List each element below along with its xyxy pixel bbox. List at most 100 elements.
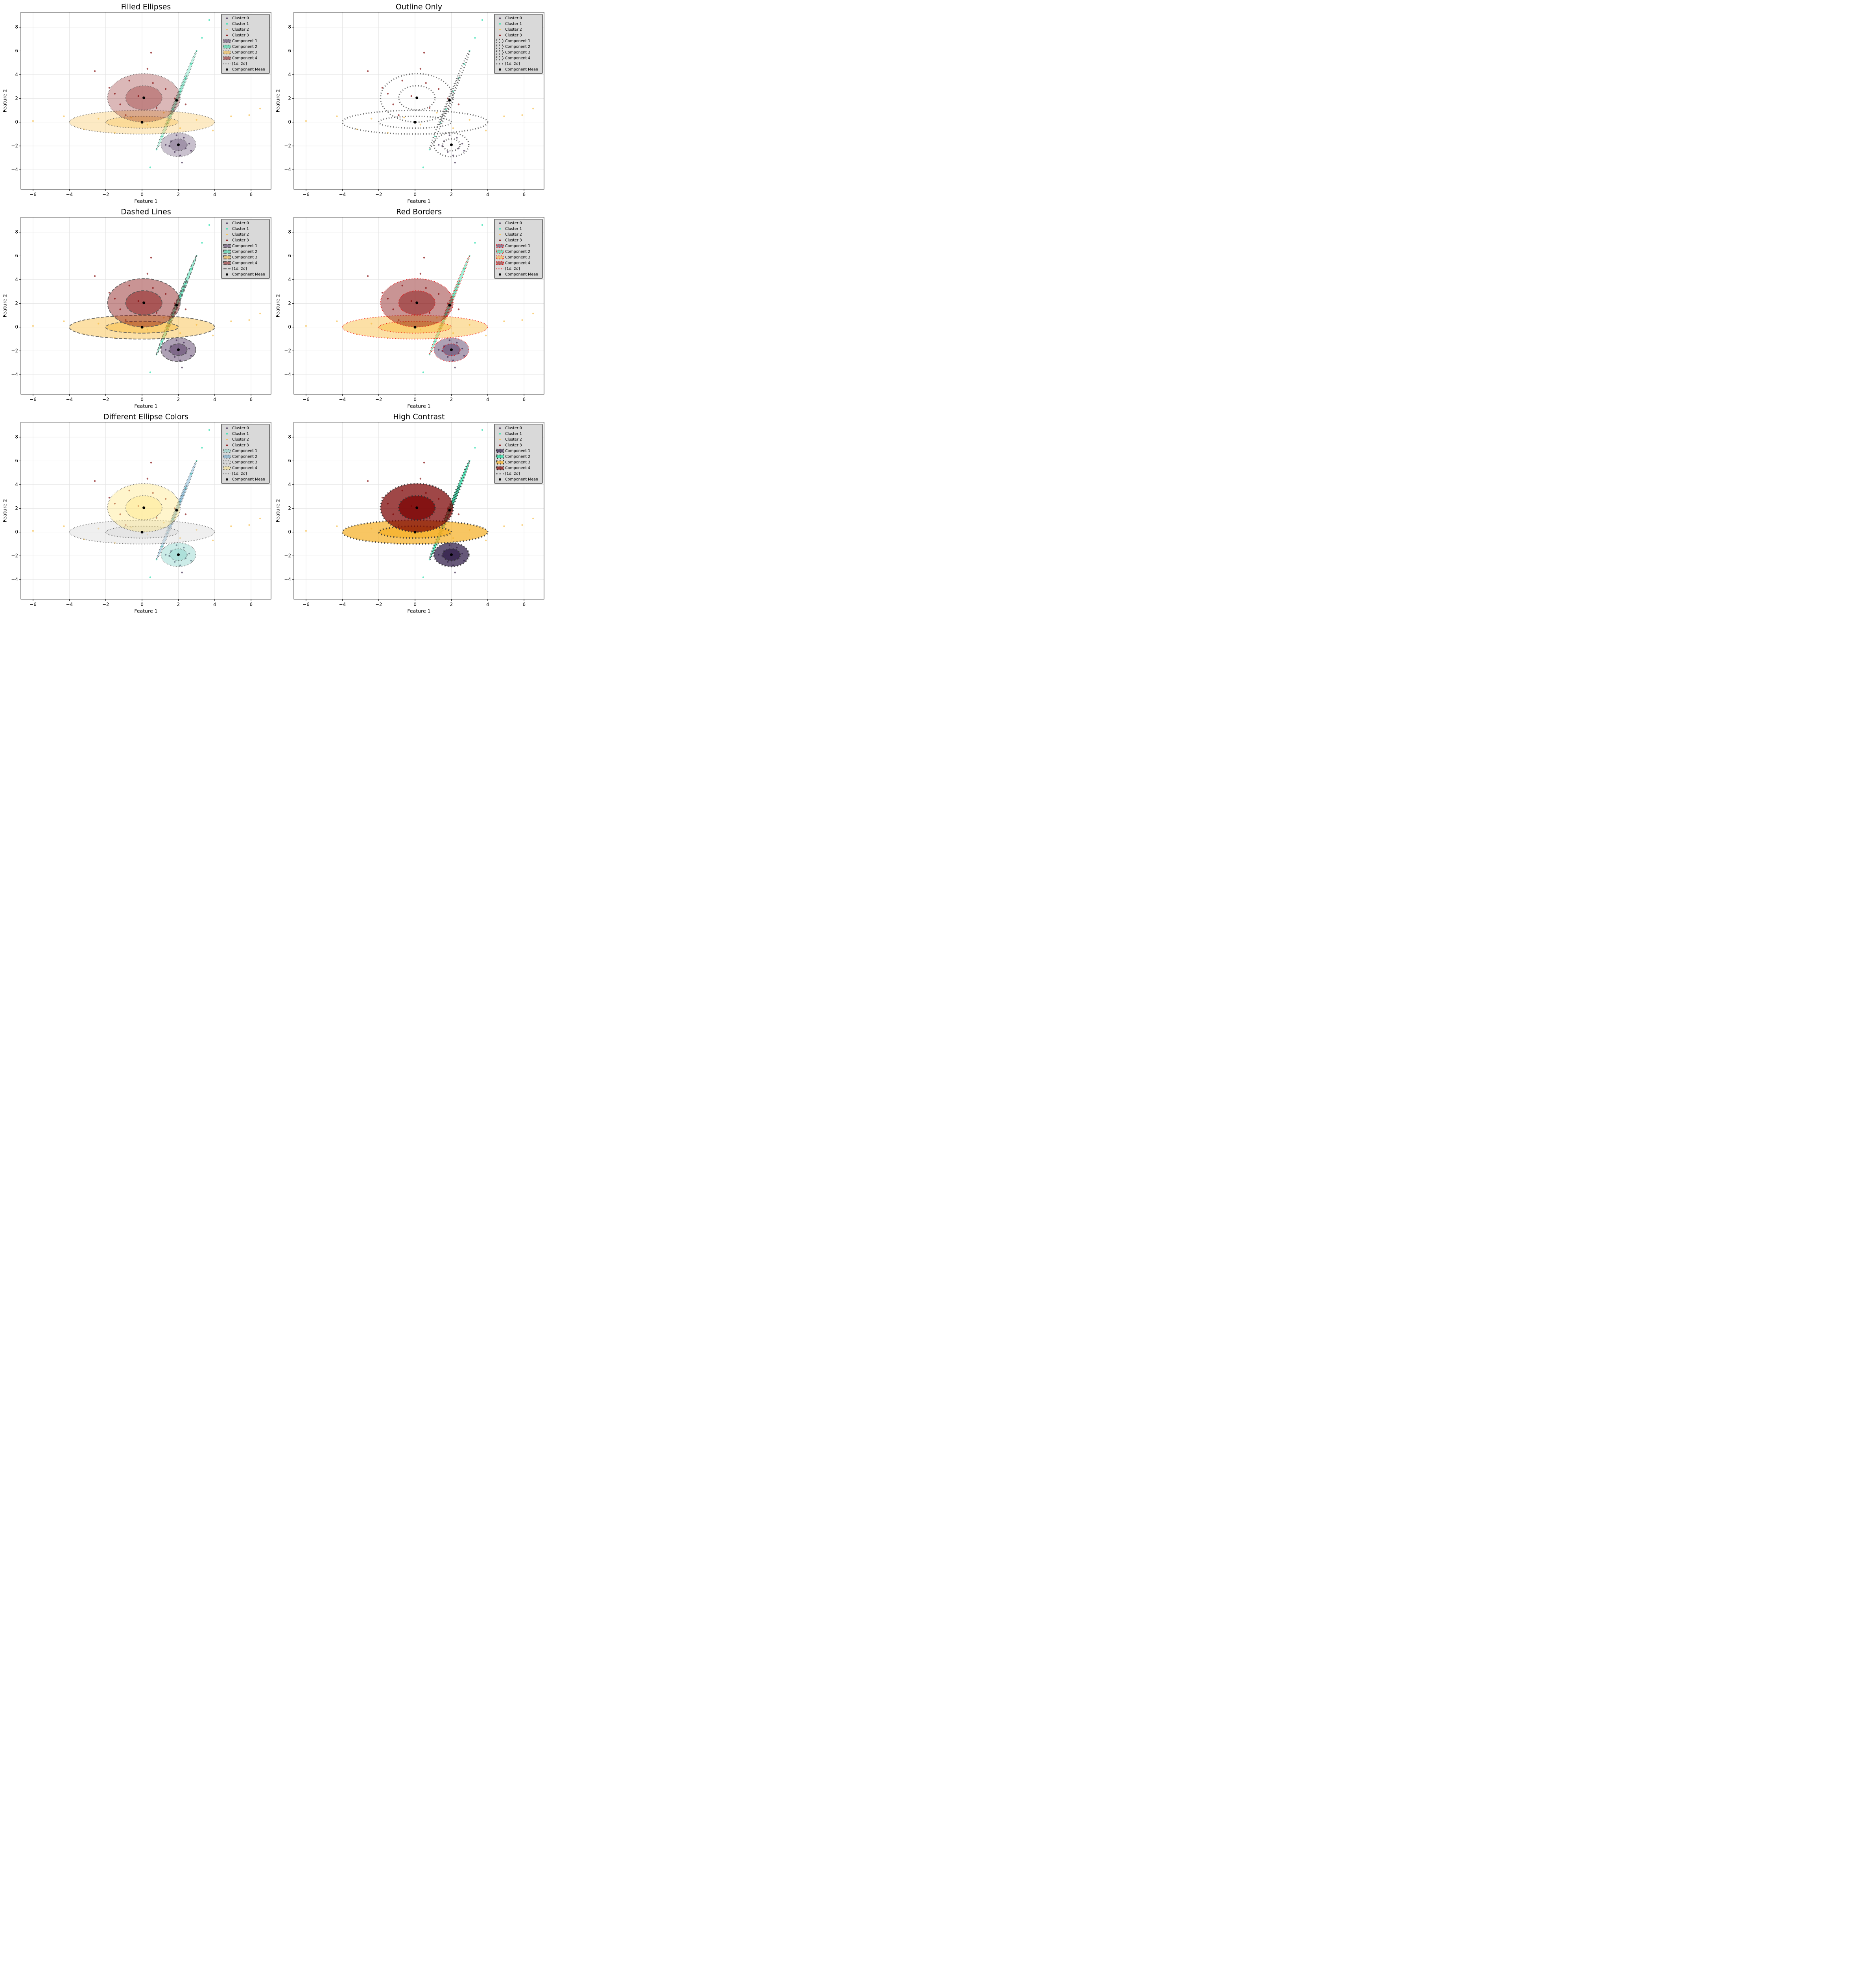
point	[447, 151, 449, 153]
point	[125, 319, 127, 321]
point	[428, 107, 431, 109]
legend-patch	[223, 454, 231, 459]
point	[367, 480, 369, 482]
x-tick-label: 6	[249, 192, 253, 197]
point	[137, 95, 140, 97]
point	[398, 114, 400, 116]
point	[521, 524, 523, 526]
point	[128, 79, 130, 82]
point	[212, 129, 214, 132]
point	[130, 321, 132, 323]
point	[474, 242, 476, 244]
legend-marker	[499, 433, 501, 435]
point	[259, 107, 261, 110]
legend-marker	[499, 68, 501, 71]
point	[387, 92, 389, 95]
point	[208, 224, 210, 226]
point	[63, 525, 65, 527]
y-tick-label: 4	[15, 482, 18, 487]
y-axis-label: Feature 2	[275, 89, 281, 112]
point	[128, 284, 130, 287]
y-tick-label: 4	[15, 277, 18, 282]
x-axis-label: Feature 1	[407, 198, 430, 204]
figure: Filled Ellipses −6 −4 −2 0 2 4 6 −4 −2 0 2 4 6 8 Featur…	[2, 3, 544, 614]
point	[125, 114, 127, 116]
legend-patch	[496, 39, 504, 43]
y-tick-label: −4	[284, 577, 291, 582]
x-tick-label: 6	[522, 602, 526, 607]
legend-label: Component 4	[505, 56, 530, 60]
legend-marker	[499, 222, 501, 224]
legend-marker	[226, 234, 228, 236]
y-tick-label: 6	[15, 48, 18, 54]
y-tick-label: −4	[11, 577, 18, 582]
point	[437, 293, 440, 295]
legend-patch	[223, 50, 231, 55]
point	[149, 166, 151, 168]
point	[196, 529, 197, 531]
point	[196, 119, 197, 121]
point	[381, 87, 384, 89]
point	[503, 320, 505, 322]
y-tick-label: 8	[288, 24, 291, 30]
point	[437, 88, 440, 90]
point	[457, 513, 460, 515]
legend-label: [1σ, 2σ]	[232, 267, 247, 271]
point	[190, 63, 192, 65]
point	[181, 367, 183, 369]
point	[419, 68, 422, 70]
legend-label: Cluster 0	[232, 16, 249, 20]
legend-label: Component 1	[232, 39, 257, 43]
point	[230, 320, 232, 322]
point	[457, 308, 460, 310]
point	[146, 478, 149, 480]
point	[150, 461, 152, 464]
point	[174, 356, 176, 358]
point	[521, 319, 523, 321]
axes-frame	[20, 12, 271, 190]
legend-label: Component 1	[232, 449, 257, 453]
component-mean	[142, 506, 146, 509]
component-mean	[450, 553, 453, 556]
point	[94, 275, 96, 277]
point	[163, 317, 165, 319]
x-tick-label: 6	[249, 397, 253, 402]
y-axis-label: Feature 2	[2, 89, 8, 112]
legend-marker	[499, 478, 501, 481]
subplot: Outline Only −6 −4 −2 0 2 4 6 −4 −2 0 2 4 6 8 Feature 1…	[275, 3, 544, 204]
legend-marker	[226, 439, 228, 441]
ellipse	[433, 132, 470, 157]
x-tick-label: −6	[30, 192, 37, 197]
legend-label: [1σ, 2σ]	[232, 62, 247, 66]
legend-label: [1σ, 2σ]	[505, 267, 520, 271]
y-tick-label: −2	[11, 348, 18, 354]
point	[469, 324, 470, 326]
legend-label: Component 4	[232, 261, 257, 265]
point	[392, 103, 394, 105]
y-tick-label: 2	[15, 96, 18, 101]
component-mean	[140, 531, 144, 534]
component-mean	[415, 506, 419, 509]
y-axis-label: Feature 2	[2, 294, 8, 317]
x-tick-label: 2	[177, 192, 180, 197]
point	[336, 320, 338, 322]
x-tick-label: 4	[213, 397, 216, 402]
legend-label: Component 1	[505, 449, 530, 453]
point	[170, 550, 172, 552]
point	[436, 317, 438, 319]
legend-label: Component 4	[505, 261, 530, 265]
point	[190, 268, 192, 270]
legend-marker	[499, 273, 501, 276]
ellipse	[378, 115, 452, 129]
point	[423, 461, 425, 464]
legend-label: Cluster 0	[505, 426, 522, 430]
component-mean	[142, 301, 146, 304]
component-mean	[448, 304, 451, 307]
legend-label: Cluster 3	[232, 443, 249, 447]
component-mean	[413, 121, 417, 124]
legend-label: Cluster 3	[232, 33, 249, 37]
point	[190, 559, 192, 562]
